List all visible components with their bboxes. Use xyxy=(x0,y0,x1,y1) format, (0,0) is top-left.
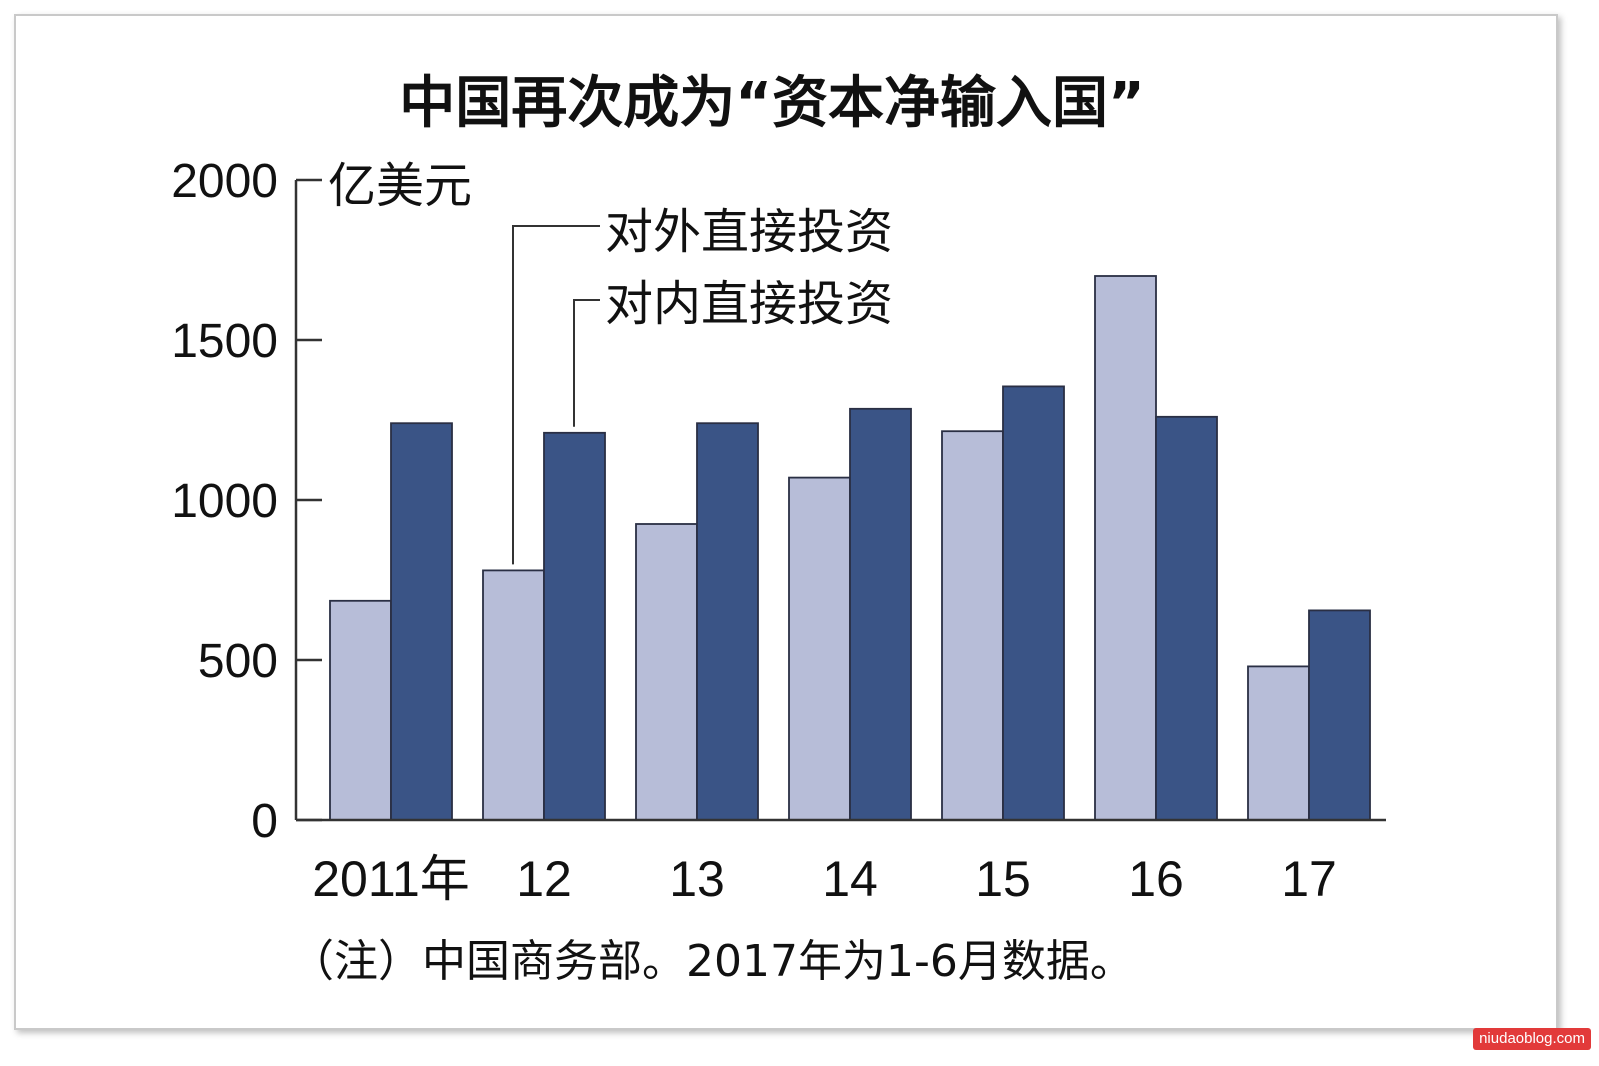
watermark: niudaoblog.com xyxy=(1473,1028,1591,1050)
y-axis-ticks: 0 500 1000 1500 2000 xyxy=(171,155,322,848)
x-axis-ticks: 2011年 12 13 14 15 16 17 xyxy=(312,851,1337,907)
x-tick-label: 15 xyxy=(975,851,1031,907)
bar-outward-3 xyxy=(788,476,851,821)
bar-inward-1 xyxy=(543,431,606,821)
bar-outward-6 xyxy=(1247,665,1310,821)
x-tick-label: 2011年 xyxy=(312,851,470,907)
bars xyxy=(329,275,1371,821)
x-tick-label: 14 xyxy=(822,851,878,907)
bar-outward-5 xyxy=(1094,275,1157,821)
y-tick-label: 2000 xyxy=(171,155,278,208)
bar-outward-0 xyxy=(329,599,392,821)
legend-leader-outward xyxy=(512,225,600,565)
y-tick-label: 0 xyxy=(251,795,278,848)
y-tick-label: 1000 xyxy=(171,475,278,528)
y-tick-label: 500 xyxy=(198,635,278,688)
bar-outward-4 xyxy=(941,430,1004,821)
x-tick-label: 13 xyxy=(669,851,725,907)
legend-label-outward: 对外直接投资 xyxy=(605,204,893,260)
x-tick-label: 17 xyxy=(1281,851,1337,907)
unit-label: 亿美元 xyxy=(328,158,472,214)
bar-inward-3 xyxy=(849,407,912,821)
bar-inward-5 xyxy=(1155,415,1218,821)
legend-label-inward: 对内直接投资 xyxy=(605,276,893,332)
x-tick-label: 12 xyxy=(516,851,572,907)
bar-inward-0 xyxy=(390,422,453,821)
bar-inward-6 xyxy=(1308,609,1371,821)
bar-inward-2 xyxy=(696,422,759,821)
chart-title: 中国再次成为“资本净输入国” xyxy=(399,71,1145,136)
bar-inward-4 xyxy=(1002,385,1065,821)
source-note: （注）中国商务部。2017年为1-6月数据。 xyxy=(290,936,1134,987)
chart-frame xyxy=(14,14,1558,1030)
bar-outward-1 xyxy=(482,569,545,821)
bar-outward-2 xyxy=(635,523,698,821)
y-tick-label: 1500 xyxy=(171,315,278,368)
legend-leader-inward xyxy=(573,299,600,427)
x-tick-label: 16 xyxy=(1128,851,1184,907)
